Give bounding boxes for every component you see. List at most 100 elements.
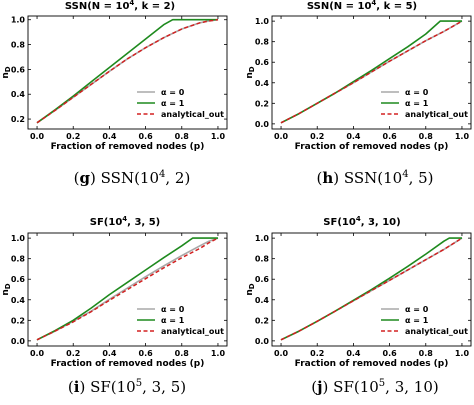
series-line-dashed-red [280,237,463,341]
caption-letter: i [74,378,80,396]
x-tick-label: 0.4 [346,132,361,141]
y-tick-label: 0.4 [11,296,26,305]
y-tick-label: 0.2 [255,99,269,108]
y-axis-label: nD [1,66,12,78]
panel-caption: (g) SSN(104, 2) [74,169,191,187]
x-tick-label: 0.8 [419,349,434,358]
y-axis-label: nD [245,283,256,295]
caption-open: ( [68,378,74,396]
x-tick-label: 0.6 [383,349,398,358]
y-tick-label: 0.4 [11,90,26,99]
legend-label: α = 0 [405,305,429,314]
y-tick-label: 0.2 [255,316,269,325]
series-line-solid-green [280,237,462,341]
x-tick-label: 1.0 [211,132,226,141]
y-tick-label: 1.0 [11,234,26,243]
chart-title-exponent: 4 [129,0,134,7]
x-tick-label: 0.8 [175,132,190,141]
y-tick-label: 0.6 [11,65,26,74]
y-tick-label: 0.4 [255,79,270,88]
panel-caption: (h) SSN(104, 5) [316,169,433,187]
chart-title: SSN(N = 104, k = 2) [65,0,175,12]
plot-frame [271,232,472,347]
chart-panel-2: SF(104, 3, 5)0.0 0.2 0.4 0.6 0.8 1.00.00.20.4… [1,215,228,396]
chart-title-exponent: 4 [122,215,127,223]
legend-label: α = 0 [161,88,185,97]
caption-suffix: , 5) [409,169,434,187]
y-axis-label-subscript: D [248,66,256,72]
panel-caption: (j) SF(105, 3, 10) [311,378,438,396]
legend-label: α = 0 [405,88,429,97]
y-tick-label: 0.6 [255,58,270,67]
chart-title-base: SSN(N = 10 [65,1,130,12]
y-tick-label: 0.2 [11,115,25,124]
y-tick-label: 0.8 [255,38,270,47]
series-line-dashed-red [36,237,219,341]
y-axis-label: nD [245,66,256,78]
legend-label: α = 1 [161,99,185,108]
series-line-solid-green [36,18,218,124]
x-tick-label: 0.6 [139,349,154,358]
caption-exponent: 4 [159,169,165,180]
y-axis-label: nD [1,283,12,295]
caption-letter: g [80,169,91,187]
caption-exponent: 5 [379,378,385,389]
plot-frame [27,232,228,347]
x-tick-label: 0.2 [310,349,324,358]
series-line-dashed-red [280,20,463,124]
x-tick-label: 0.8 [175,349,190,358]
panel-caption: (i) SF(105, 3, 5) [68,378,186,396]
chart-title-rest: , 3, 10) [361,217,401,228]
x-tick-label: 0.0 [274,349,289,358]
y-tick-label: 0.0 [255,120,270,129]
y-tick-label: 1.0 [11,16,26,25]
legend-label: analytical_out [405,327,468,336]
chart-panel-0: SSN(N = 104, k = 2)0.0 0.2 0.4 0.6 0.8 1.00.2… [1,0,228,187]
y-axis-label-base: n [245,289,255,295]
legend-label: α = 1 [405,99,429,108]
y-tick-label: 0.0 [255,337,270,346]
x-axis-label: Fraction of removed nodes (p) [295,359,449,369]
x-tick-label: 0.6 [383,132,398,141]
y-axis-label-subscript: D [4,283,12,289]
x-tick-label: 0.2 [66,349,80,358]
legend-label: α = 1 [405,316,429,325]
x-tick-label: 0.2 [66,132,80,141]
caption-letter: j [315,378,322,396]
plot-frame [271,15,472,130]
legend-label: α = 1 [161,316,185,325]
y-axis-label-base: n [1,72,11,78]
y-axis-label-subscript: D [248,283,256,289]
y-tick-label: 0.2 [11,316,25,325]
y-tick-label: 0.8 [11,255,26,264]
chart-title: SSN(N = 104, k = 5) [307,0,417,12]
caption-suffix: , 3, 5) [142,378,186,396]
caption-prefix: ) SSN(10 [333,169,402,187]
caption-suffix: , 2) [165,169,190,187]
x-tick-label: 0.4 [102,132,117,141]
y-tick-label: 1.0 [255,234,270,243]
y-axis-label-subscript: D [4,66,12,72]
caption-open: ( [74,169,80,187]
series-line-solid-green [36,237,218,341]
caption-prefix: ) SF(10 [323,378,379,396]
x-tick-label: 0.0 [274,132,289,141]
x-tick-label: 0.4 [102,349,117,358]
chart-title-rest: , k = 2) [134,1,175,12]
chart-panel-1: SSN(N = 104, k = 5) 0.0 0.2 0.4 0.6 0.8 1.0 0.0… [245,0,472,187]
legend-label: analytical_out [161,327,224,336]
x-tick-label: 0.4 [346,349,361,358]
caption-open: ( [311,378,317,396]
plot-frame [27,15,228,130]
x-axis-label: Fraction of removed nodes (p) [51,142,205,152]
x-tick-label: 0.0 [30,132,45,141]
y-tick-label: 0.6 [11,275,26,284]
series-line-dashed-red [36,18,219,124]
x-axis-label: Fraction of removed nodes (p) [51,359,205,369]
series-line-solid-gray [36,18,219,124]
chart-title-rest: , 3, 5) [127,217,160,228]
y-tick-label: 1.0 [255,17,270,26]
y-tick-label: 0.0 [11,337,26,346]
caption-letter: h [322,169,333,187]
